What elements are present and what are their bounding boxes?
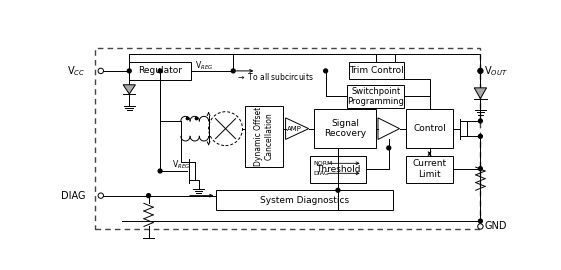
Text: Signal
Recovery: Signal Recovery — [324, 119, 366, 138]
Text: V$_{CC}$: V$_{CC}$ — [67, 64, 85, 78]
Bar — [310, 156, 366, 183]
Circle shape — [479, 167, 482, 171]
Text: NORM: NORM — [313, 161, 333, 166]
Text: Current
Limit: Current Limit — [412, 159, 447, 179]
Text: Threshold: Threshold — [316, 165, 360, 174]
Bar — [245, 106, 283, 167]
Circle shape — [479, 219, 482, 223]
Circle shape — [158, 69, 162, 73]
Bar — [217, 190, 393, 210]
Circle shape — [336, 188, 340, 192]
Circle shape — [209, 112, 242, 146]
Polygon shape — [474, 88, 486, 99]
Polygon shape — [286, 118, 309, 139]
Circle shape — [479, 69, 482, 73]
Text: AMP: AMP — [287, 126, 302, 132]
Text: V$_{OUT}$: V$_{OUT}$ — [484, 64, 508, 78]
Text: DIAG: DIAG — [313, 171, 329, 176]
Text: DIAG: DIAG — [61, 191, 85, 201]
Text: $\rightarrow$ To all subcircuits: $\rightarrow$ To all subcircuits — [236, 71, 314, 82]
Text: System Diagnostics: System Diagnostics — [260, 196, 350, 205]
Circle shape — [158, 169, 162, 173]
Circle shape — [479, 119, 482, 123]
Circle shape — [127, 69, 131, 73]
Polygon shape — [123, 85, 135, 94]
Polygon shape — [378, 118, 399, 139]
Circle shape — [98, 68, 103, 74]
Bar — [347, 85, 404, 108]
Circle shape — [479, 134, 482, 138]
Bar — [407, 109, 453, 148]
Text: V$_{REG}$: V$_{REG}$ — [195, 59, 213, 72]
Text: Control: Control — [413, 124, 446, 133]
Text: GND: GND — [484, 221, 507, 231]
Text: Dynamic Offset
Cancellation: Dynamic Offset Cancellation — [254, 107, 274, 166]
Circle shape — [324, 69, 328, 73]
Circle shape — [98, 193, 103, 198]
Circle shape — [231, 69, 235, 73]
Text: Switchpoint
Programming: Switchpoint Programming — [347, 87, 404, 106]
Bar — [407, 156, 453, 183]
Circle shape — [146, 194, 150, 198]
Text: Trim Control: Trim Control — [349, 66, 404, 75]
Text: V$_{REG}$: V$_{REG}$ — [172, 158, 190, 171]
Bar — [349, 62, 404, 79]
Bar — [129, 62, 191, 80]
Circle shape — [478, 68, 483, 74]
Bar — [314, 109, 376, 148]
Circle shape — [478, 224, 483, 229]
Text: Regulator: Regulator — [138, 66, 182, 75]
Circle shape — [387, 146, 390, 150]
